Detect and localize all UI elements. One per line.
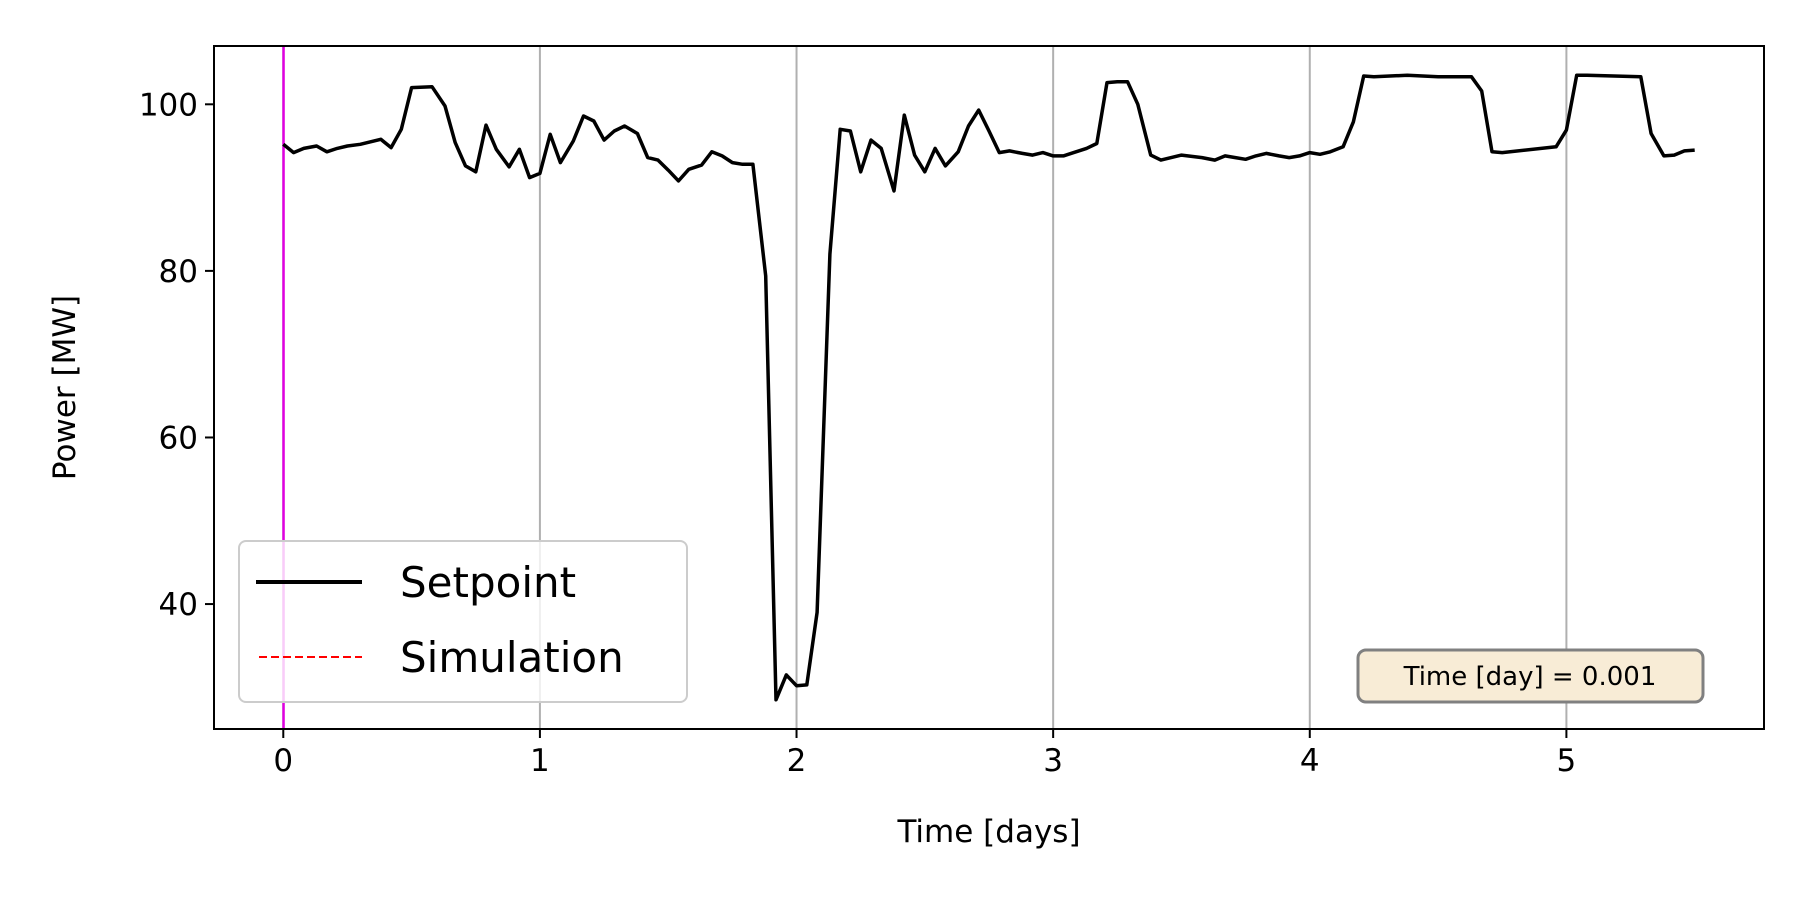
y-tick-label-60: 60: [159, 420, 198, 456]
x-tick-label-4: 4: [1300, 743, 1320, 779]
y-tick-label-100: 100: [139, 87, 198, 123]
y-axis-label: Power [MW]: [47, 295, 83, 480]
time-annotation-text: Time [day] = 0.001: [1403, 662, 1657, 692]
legend: Setpoint Simulation: [238, 540, 688, 703]
time-annotation-box: [1356, 648, 1705, 704]
y-tick-label-80: 80: [159, 254, 198, 290]
series-line-setpoint: [282, 73, 1695, 702]
x-tick-label-2: 2: [787, 743, 807, 779]
legend-label-setpoint: Setpoint: [400, 558, 576, 607]
x-axis-label: Time [days]: [896, 814, 1080, 850]
time-annotation: Time [day] = 0.001: [1356, 648, 1705, 704]
x-tick-label-1: 1: [530, 743, 550, 779]
x-axis-ticks: 0 1 2 3 4 5: [273, 729, 1576, 779]
x-tick-label-5: 5: [1557, 743, 1577, 779]
plot-frame: [213, 45, 1765, 730]
x-tick-label-0: 0: [273, 743, 293, 779]
y-axis-ticks: 40 60 80 100: [139, 87, 214, 623]
legend-label-simulation: Simulation: [400, 633, 624, 682]
series-layer: [282, 73, 1695, 702]
y-tick-label-40: 40: [159, 587, 198, 623]
x-tick-label-3: 3: [1043, 743, 1063, 779]
